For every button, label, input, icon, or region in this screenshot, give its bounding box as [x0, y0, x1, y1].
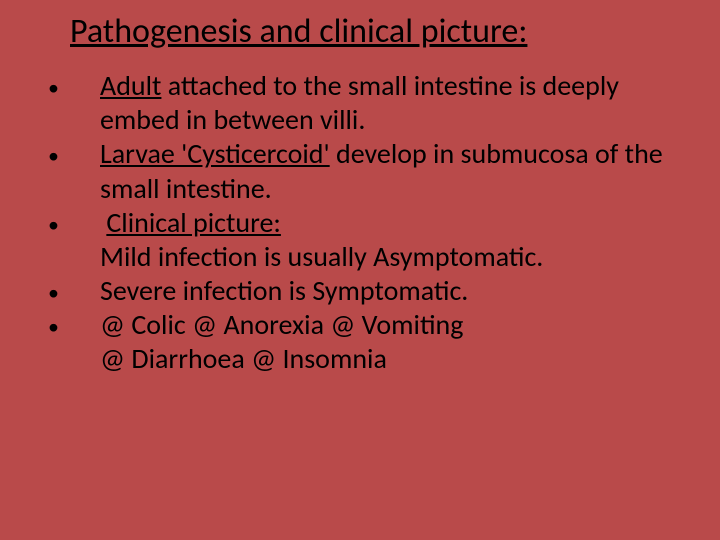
bullet-text: Clinical picture: Mild infection is usua…	[100, 206, 690, 274]
bullet-text: Larvae 'Cysticercoid' develop in submuco…	[100, 137, 690, 205]
bullet-text: Severe infection is Symptomatic.	[100, 274, 690, 308]
bullet-marker: •	[30, 308, 100, 341]
slide: Pathogenesis and clinical picture: • Adu…	[0, 0, 720, 540]
bullet-marker: •	[30, 69, 100, 102]
bullet-text: @ Colic @ Anorexia @ Vomiting @ Diarrhoe…	[100, 308, 690, 376]
list-item: • Adult attached to the small intestine …	[30, 69, 690, 137]
text-line: Mild infection is usually Asymptomatic.	[100, 240, 680, 274]
text-run: attached to the small intestine is deepl…	[100, 68, 619, 137]
bullet-list: • Adult attached to the small intestine …	[30, 69, 690, 376]
text-line: @ Diarrhoea @ Insomnia	[100, 342, 680, 376]
slide-title: Pathogenesis and clinical picture:	[70, 12, 690, 51]
list-item: • @ Colic @ Anorexia @ Vomiting @ Diarrh…	[30, 308, 690, 376]
underlined-term: Adult	[100, 68, 161, 103]
text-line: Clinical picture:	[100, 206, 680, 240]
bullet-marker: •	[30, 206, 100, 239]
bullet-text: Adult attached to the small intestine is…	[100, 69, 690, 137]
text-line: @ Colic @ Anorexia @ Vomiting	[100, 308, 680, 342]
bullet-marker: •	[30, 137, 100, 170]
text-line: Severe infection is Symptomatic.	[100, 274, 680, 308]
underlined-term: Larvae 'Cysticercoid'	[100, 136, 330, 171]
underlined-term: Clinical picture:	[106, 205, 281, 240]
list-item: • Severe infection is Symptomatic.	[30, 274, 690, 308]
bullet-marker: •	[30, 274, 100, 307]
list-item: • Larvae 'Cysticercoid' develop in submu…	[30, 137, 690, 205]
list-item: • Clinical picture: Mild infection is us…	[30, 206, 690, 274]
